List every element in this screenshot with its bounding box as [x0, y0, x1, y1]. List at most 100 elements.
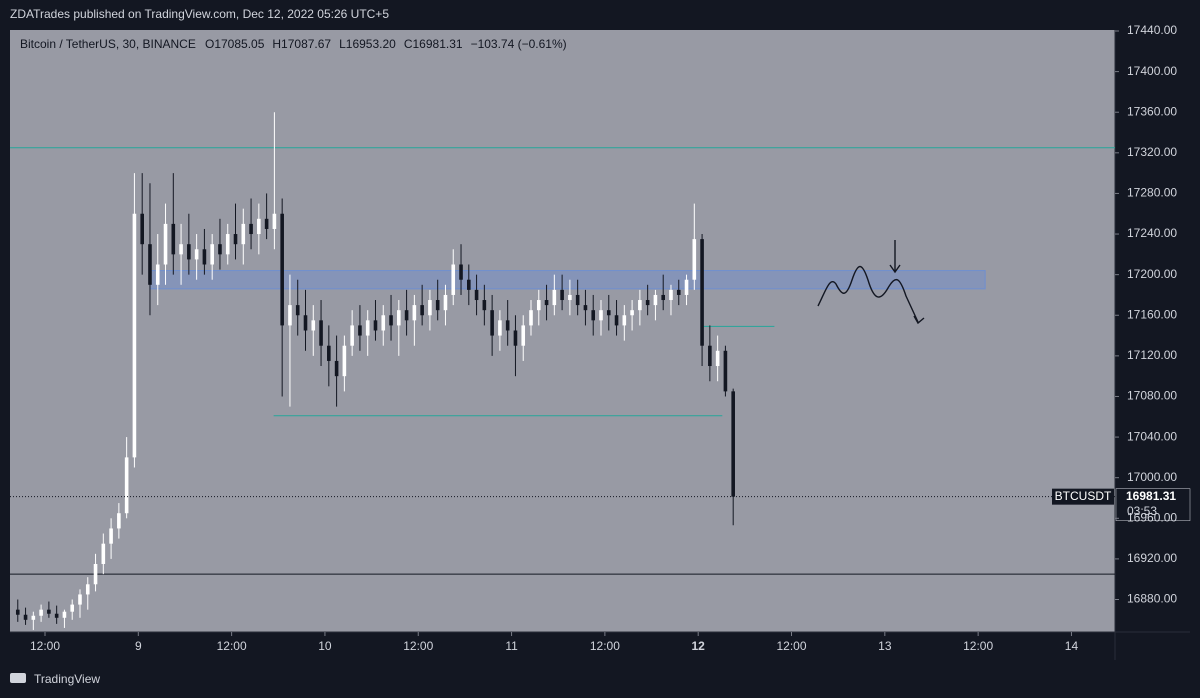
candle-body — [560, 289, 564, 301]
candle-body — [552, 289, 557, 306]
candle-body — [676, 289, 681, 295]
candle-body — [148, 244, 152, 285]
candle-body — [669, 289, 673, 301]
x-tick-label: 10 — [318, 639, 332, 653]
candle-body — [47, 609, 51, 614]
ohlc-legend: O17085.05 H17087.67 L16953.20 C16981.31 −103… — [205, 37, 567, 51]
legend-item: C16981.31 — [404, 37, 463, 51]
candle-body — [505, 320, 510, 331]
y-tick-label: 17400.00 — [1127, 64, 1177, 78]
candle-body — [591, 310, 596, 321]
candle-body — [109, 528, 113, 544]
candle-body — [249, 223, 253, 235]
y-tick-label: 17200.00 — [1127, 267, 1177, 281]
x-tick-label: 11 — [505, 639, 518, 653]
price-label-bg — [1115, 488, 1191, 521]
y-tick-label: 17440.00 — [1127, 23, 1177, 37]
candle-body — [85, 584, 90, 595]
candle-body — [132, 213, 137, 458]
candle-body — [257, 218, 261, 235]
candle-body — [295, 305, 300, 316]
candle-body — [435, 300, 440, 311]
candle-body — [521, 325, 526, 346]
candle-body — [117, 513, 121, 529]
legend-item: −103.74 (−0.61%) — [471, 37, 567, 51]
candle-body — [638, 300, 642, 311]
candle-body — [272, 213, 277, 229]
candle-body — [311, 320, 316, 331]
candle-body — [39, 609, 43, 616]
candle-body — [397, 310, 401, 326]
y-tick-label: 17240.00 — [1127, 226, 1177, 240]
candle-body — [490, 310, 494, 336]
y-tick-label: 16880.00 — [1127, 592, 1177, 606]
x-tick-label: 12:00 — [217, 639, 247, 653]
y-tick-label: 17160.00 — [1127, 307, 1177, 321]
candle-body — [404, 310, 409, 321]
candle-body — [575, 294, 580, 306]
price-tag-bg — [1052, 488, 1114, 505]
candle-body — [280, 213, 284, 326]
candle-body — [614, 315, 619, 326]
y-tick-label: 17080.00 — [1127, 389, 1177, 403]
candle-body — [708, 345, 712, 367]
x-tick-label: 9 — [135, 639, 142, 653]
x-tick-label: 12:00 — [30, 639, 60, 653]
plot-bg — [10, 30, 1115, 632]
candle-body — [622, 315, 627, 326]
x-tick-label: 12:00 — [776, 639, 806, 653]
candle-body — [155, 264, 160, 285]
candle-body — [70, 604, 75, 612]
y-tick-label: 17000.00 — [1127, 470, 1177, 484]
candle-body — [544, 300, 549, 306]
legend-item: H17087.67 — [272, 37, 331, 51]
candle-body — [124, 457, 129, 514]
candle-body — [225, 234, 230, 255]
candle-body — [466, 279, 471, 290]
candle-body — [179, 244, 183, 255]
candle-body — [653, 294, 658, 306]
y-tick-label: 17040.00 — [1127, 429, 1177, 443]
candle-body — [342, 345, 347, 377]
price-tag: BTCUSDT — [1055, 489, 1112, 503]
candle-body — [233, 234, 238, 245]
candle-body — [389, 315, 393, 326]
x-tick-label: 12:00 — [403, 639, 433, 653]
candle-body — [264, 218, 269, 229]
down-arrow — [889, 240, 901, 274]
y-tick-label: 17280.00 — [1127, 186, 1177, 200]
publisher: ZDATrades published on TradingView.com, … — [10, 7, 389, 21]
legend-item: L16953.20 — [339, 37, 396, 51]
candle-body — [731, 391, 735, 497]
candle-body — [241, 223, 246, 245]
candle-body — [62, 611, 67, 618]
candle-body — [451, 264, 456, 295]
candle-body — [334, 360, 339, 377]
candle-body — [78, 594, 82, 605]
candle-body — [194, 249, 199, 260]
candle-body — [23, 614, 28, 620]
candle-body — [529, 310, 533, 326]
candle-body — [599, 310, 603, 321]
candle-body — [513, 330, 518, 346]
candle-body — [163, 223, 168, 265]
candle-body — [723, 350, 728, 392]
candle-body — [684, 279, 689, 295]
candle-body — [187, 244, 191, 260]
x-tick-label: 12:00 — [963, 639, 993, 653]
candle-body — [568, 294, 572, 301]
y-tick-label: 17360.00 — [1127, 104, 1177, 118]
candle-body — [536, 300, 541, 311]
candle-body — [474, 289, 479, 301]
candle-body — [327, 345, 331, 361]
zone — [149, 270, 986, 290]
candle-body — [319, 320, 323, 346]
price-axis — [1115, 30, 1190, 632]
candle-body — [412, 305, 417, 321]
y-tick-label: 17120.00 — [1127, 348, 1177, 362]
candle-body — [381, 315, 386, 331]
logo: TradingView — [10, 672, 100, 686]
legend-item: O17085.05 — [205, 37, 265, 51]
candle-body — [202, 249, 207, 265]
